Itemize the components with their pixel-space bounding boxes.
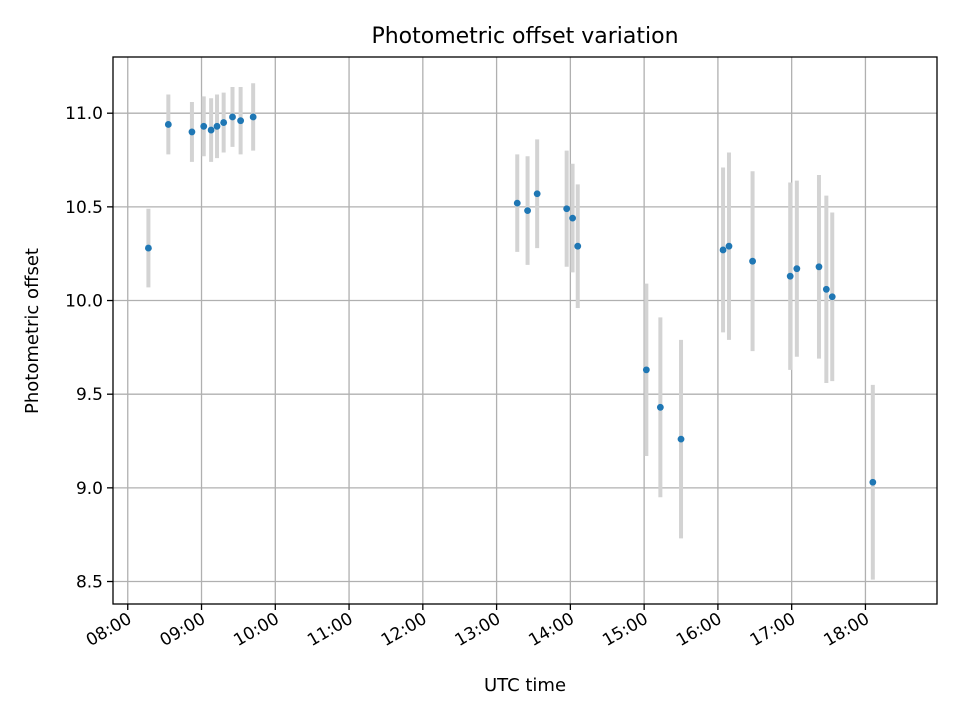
- data-point: [207, 126, 215, 134]
- x-tick-label: 17:00: [747, 609, 799, 651]
- x-tick-label: 16:00: [673, 609, 725, 651]
- x-tick-label: 08:00: [83, 609, 135, 651]
- y-tick-label: 10.0: [65, 292, 103, 312]
- data-point: [164, 121, 172, 128]
- x-tick-label: 12:00: [378, 609, 430, 651]
- data-point: [725, 242, 733, 250]
- y-tick-label: 9.5: [76, 385, 103, 405]
- y-tick-label: 9.0: [76, 479, 103, 499]
- data-point: [569, 214, 576, 222]
- data-point: [188, 128, 196, 136]
- data-point: [822, 285, 830, 293]
- plot-frame: [112, 56, 938, 605]
- data-point: [869, 478, 877, 486]
- data-point: [677, 435, 685, 443]
- error-bar-layer: [146, 83, 875, 580]
- data-point: [786, 272, 794, 280]
- data-point: [656, 403, 664, 411]
- x-axis-label: UTC time: [484, 675, 566, 696]
- x-tick-label: 13:00: [452, 609, 504, 651]
- grid-layer: [113, 57, 937, 604]
- x-tick-label: 11:00: [304, 609, 356, 651]
- x-tick-label: 09:00: [157, 609, 209, 651]
- data-point: [574, 242, 582, 250]
- data-point-layer: [145, 113, 877, 486]
- x-tick-label: 15:00: [599, 609, 651, 651]
- y-tick-label: 8.5: [76, 573, 103, 593]
- data-point: [200, 122, 208, 130]
- data-point: [145, 244, 152, 252]
- data-point: [719, 246, 727, 254]
- data-point: [249, 113, 257, 121]
- chart-title: Photometric offset variation: [371, 24, 678, 49]
- data-point: [642, 366, 650, 374]
- x-tick-label: 18:00: [821, 609, 873, 651]
- data-point: [213, 122, 221, 130]
- data-point: [793, 265, 801, 273]
- y-tick-label: 10.5: [65, 198, 103, 218]
- y-tick-label: 11.0: [65, 104, 103, 124]
- data-point: [220, 119, 228, 126]
- data-point: [815, 263, 823, 271]
- data-point: [524, 207, 531, 215]
- data-point: [229, 113, 236, 121]
- data-point: [513, 199, 521, 207]
- data-point: [533, 190, 541, 198]
- data-point: [828, 293, 836, 301]
- data-point: [237, 117, 245, 125]
- data-point: [563, 205, 571, 213]
- x-tick-label: 14:00: [525, 609, 577, 651]
- y-axis-label: Photometric offset: [22, 248, 43, 414]
- data-point: [749, 257, 756, 265]
- x-tick-label: 10:00: [230, 609, 282, 651]
